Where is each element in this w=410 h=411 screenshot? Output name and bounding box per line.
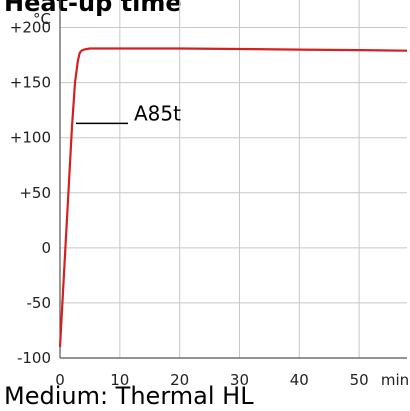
chart-title: Heat-up time <box>4 0 182 17</box>
series-lines <box>58 47 408 348</box>
legend-label: A85t <box>134 101 181 125</box>
x-tick-label: 20 <box>170 371 189 389</box>
x-tick-label: 50 <box>350 371 369 389</box>
heat-up-chart: +200 +150 +100 +50 0 -50 -100 0 10 20 30 40 50 °C m… <box>10 0 409 389</box>
x-unit-label: min <box>381 371 409 389</box>
x-tick-label: 30 <box>230 371 249 389</box>
legend: A85t <box>76 101 181 125</box>
y-tick-label: -100 <box>17 349 51 367</box>
x-tick-label: 0 <box>55 371 65 389</box>
y-tick-label: +50 <box>19 184 51 202</box>
x-tick-labels: 0 10 20 30 40 50 <box>55 371 368 389</box>
x-tick-label: 10 <box>110 371 129 389</box>
y-tick-labels: +200 +150 +100 +50 0 -50 -100 <box>10 19 51 367</box>
x-tick-label: 40 <box>290 371 309 389</box>
chart-subtitle: Medium: Thermal HL <box>4 382 254 410</box>
axes <box>59 0 407 359</box>
grid <box>60 0 407 358</box>
y-tick-label: 0 <box>41 239 51 257</box>
y-unit-label: °C <box>33 10 51 28</box>
series-line <box>58 47 408 348</box>
y-tick-label: +100 <box>10 129 51 147</box>
y-tick-label: -50 <box>27 294 52 312</box>
y-tick-label: +200 <box>10 19 51 37</box>
y-tick-label: +150 <box>10 74 51 92</box>
